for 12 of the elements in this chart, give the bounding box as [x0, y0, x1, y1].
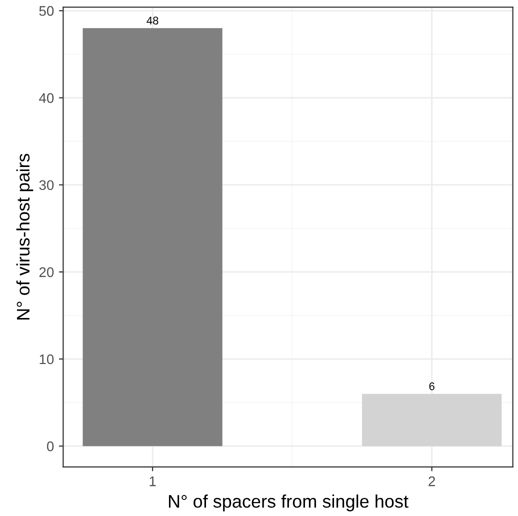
y-tick-label: 50 [39, 6, 54, 16]
y-tick-label: 20 [39, 267, 54, 278]
x-tick-label: 2 [428, 476, 435, 486]
data-label: 48 [146, 16, 158, 25]
y-tick-label: 40 [39, 93, 54, 103]
y-tick-label: 10 [40, 354, 54, 364]
y-tick-label: 0 [46, 441, 54, 452]
x-axis-title: N° of spacers from single host [168, 494, 408, 512]
x-tick-label: 1 [150, 476, 156, 486]
y-axis-title: N° of virus-host pairs [16, 154, 34, 320]
y-tick-label: 30 [39, 180, 54, 190]
data-label: 6 [429, 382, 434, 390]
